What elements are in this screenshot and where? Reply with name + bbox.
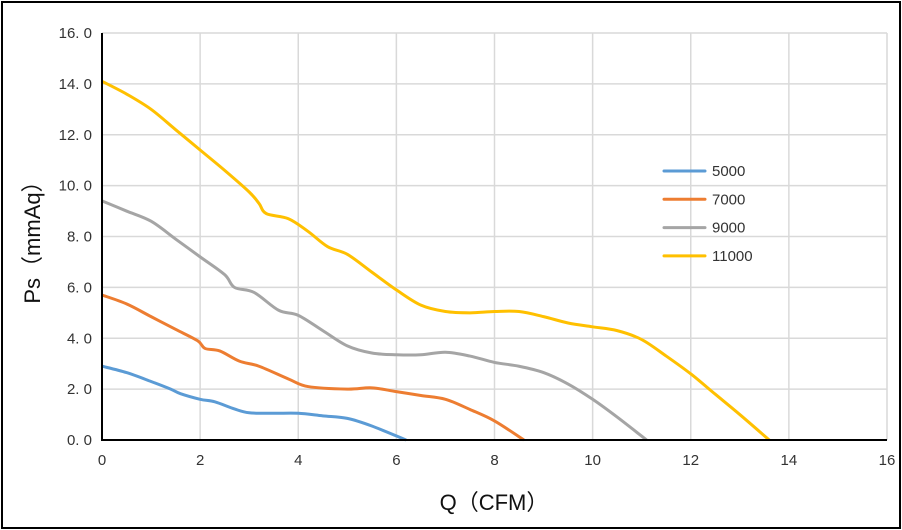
legend-label-9000: 9000 [712, 220, 745, 237]
x-tick-label: 12 [682, 452, 699, 469]
x-tick-label: 14 [781, 452, 798, 469]
x-tick-label: 4 [294, 452, 302, 469]
y-tick-label: 14. 0 [59, 76, 92, 93]
y-tick-label: 8. 0 [67, 229, 92, 246]
series-line-7000 [101, 293, 525, 442]
y-tick-label: 12. 0 [59, 127, 92, 144]
y-tick-label: 4. 0 [67, 330, 92, 347]
x-tick-label: 16 [879, 452, 896, 469]
x-tick-label: 10 [584, 452, 601, 469]
y-axis-title: Ps（mmAq） [20, 170, 45, 303]
y-tick-label: 2. 0 [67, 381, 92, 398]
x-tick-label: 2 [196, 452, 204, 469]
y-tick-label: 16. 0 [59, 25, 92, 42]
legend-label-11000: 11000 [712, 248, 753, 265]
legend-label-7000: 7000 [712, 191, 745, 208]
x-tick-label: 6 [392, 452, 400, 469]
series-line-11000 [101, 79, 771, 442]
y-tick-label: 6. 0 [67, 279, 92, 296]
x-tick-label: 0 [98, 452, 106, 469]
y-tick-label: 10. 0 [59, 178, 92, 195]
x-axis-title: Q（CFM） [440, 490, 549, 515]
y-tick-label: 0. 0 [67, 432, 92, 449]
legend-label-5000: 5000 [712, 163, 745, 180]
x-tick-label: 8 [490, 452, 498, 469]
series-line-5000 [101, 364, 407, 442]
series-line-9000 [101, 199, 648, 442]
